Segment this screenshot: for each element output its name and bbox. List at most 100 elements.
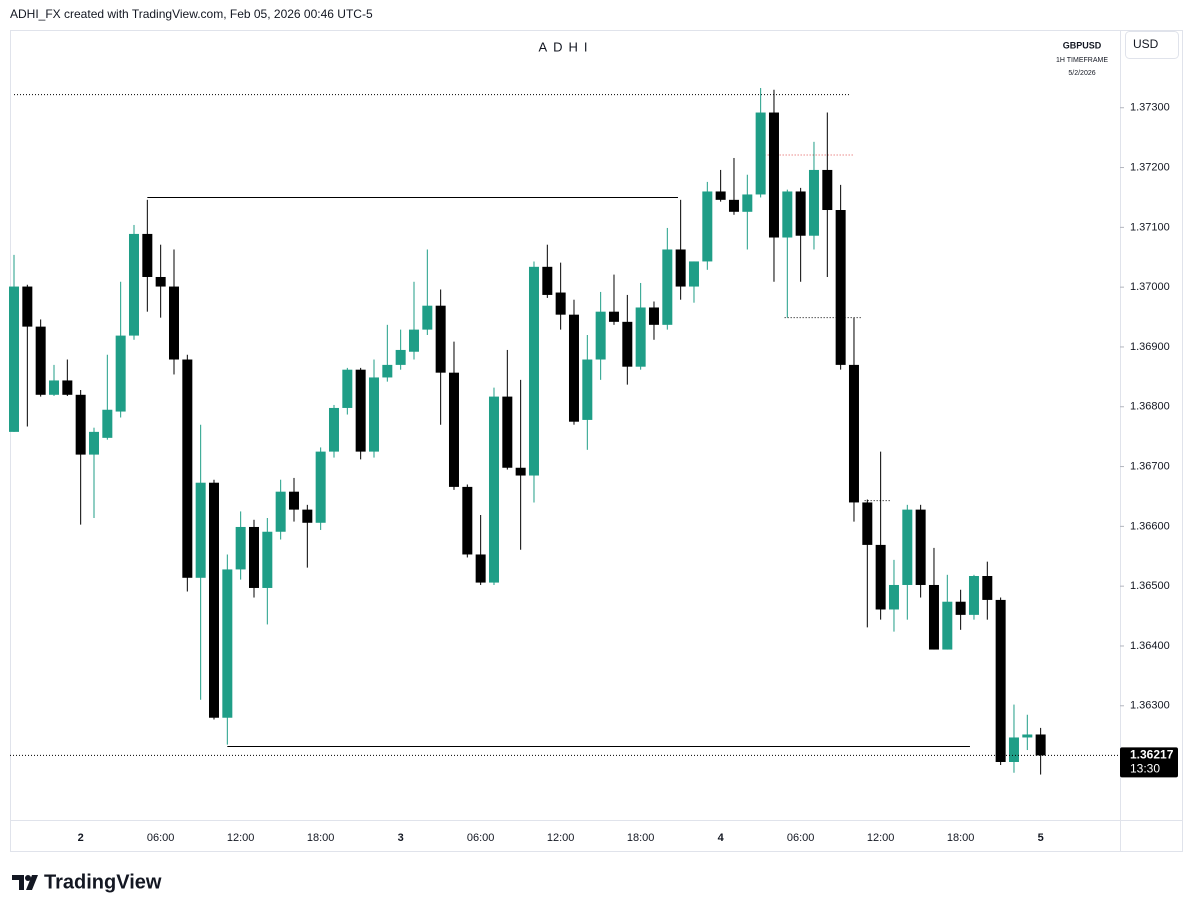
candle-body: [702, 191, 713, 262]
candle-body: [395, 349, 406, 365]
candle-body: [635, 307, 646, 367]
candle-body: [968, 576, 979, 615]
x-tick-label: 2: [78, 832, 84, 844]
date: 5/2/2026: [1068, 70, 1095, 77]
currency[interactable]: USD: [1133, 37, 1159, 51]
candle-body: [462, 486, 473, 555]
symbol: GBPUSD: [1063, 40, 1102, 50]
x-tick-label: 5: [1038, 832, 1044, 844]
candle-body: [542, 266, 553, 295]
candle-body: [902, 509, 913, 585]
candle-body: [502, 396, 513, 468]
x-tick-label: 18:00: [627, 832, 655, 844]
currency-button[interactable]: [1125, 31, 1179, 59]
candle-body: [875, 544, 886, 610]
candle-body: [808, 169, 819, 236]
candle-body: [248, 526, 259, 588]
x-tick-label: 06:00: [787, 832, 815, 844]
candle-body: [408, 329, 419, 352]
countdown: 13:30: [1130, 762, 1160, 776]
candle-body: [1035, 734, 1046, 756]
candle-body: [515, 467, 526, 476]
candle-body: [9, 286, 19, 432]
x-tick-label: 12:00: [547, 832, 575, 844]
candle-body: [422, 305, 433, 330]
x-tick-label: 3: [398, 832, 404, 844]
candle-body: [22, 286, 33, 327]
candle-body: [608, 311, 619, 322]
chart-frame: [10, 30, 1183, 852]
candle-body: [328, 407, 339, 452]
price-label: 1.36217: [1130, 748, 1174, 762]
x-tick-label: 18:00: [947, 832, 975, 844]
candle-body: [582, 359, 593, 420]
candle-body: [155, 276, 166, 287]
candle-body: [368, 377, 379, 452]
candle-body: [62, 380, 73, 395]
candle-body: [288, 491, 299, 510]
y-tick-label: 1.37000: [1130, 281, 1170, 293]
candle-body: [475, 554, 486, 583]
candle-body: [315, 451, 326, 523]
candle-body: [488, 396, 499, 583]
y-tick-label: 1.37200: [1130, 161, 1170, 173]
candle-body: [955, 601, 966, 615]
candle-body: [768, 112, 779, 238]
candle-body: [448, 372, 459, 487]
y-tick-label: 1.37100: [1130, 221, 1170, 233]
candle-body: [795, 191, 806, 236]
plot: [9, 88, 1046, 775]
candle-body: [648, 307, 659, 325]
logo-text: TradingView: [44, 871, 162, 893]
candle-body: [275, 491, 286, 532]
chart-title: ADHI: [538, 39, 593, 54]
candle-body: [75, 394, 86, 455]
price-label-box: [1120, 747, 1178, 778]
candle-body: [222, 569, 233, 718]
candle-body: [302, 509, 313, 523]
candle-body: [35, 326, 46, 395]
candle-body: [888, 584, 899, 610]
candle-body: [142, 233, 153, 277]
candle-body: [848, 364, 859, 503]
candle-body: [355, 369, 366, 452]
y-tick-label: 1.36700: [1130, 460, 1170, 472]
candle-body: [128, 233, 139, 336]
candle-body: [262, 531, 273, 588]
candle-body: [982, 576, 993, 600]
candle-body: [48, 380, 59, 395]
timeframe: 1H TIMEFRAME: [1056, 57, 1108, 64]
x-tick-label: 4: [718, 832, 725, 844]
candle-body: [862, 502, 873, 545]
candle-body: [755, 112, 766, 195]
candle-body: [675, 249, 686, 287]
candle-body: [995, 599, 1006, 762]
logo-dot: [25, 875, 31, 881]
candle-body: [928, 584, 939, 650]
candle-body: [595, 311, 606, 360]
candle-body: [102, 409, 113, 438]
candle-body: [662, 249, 673, 325]
x-tick-label: 12:00: [227, 832, 255, 844]
candle-body: [835, 210, 846, 365]
x-tick-label: 18:00: [307, 832, 335, 844]
candle-body: [782, 191, 793, 238]
y-tick-label: 1.36400: [1130, 640, 1170, 652]
candle-body: [208, 482, 219, 718]
candle-body: [728, 199, 739, 212]
x-tick-label: 06:00: [147, 832, 175, 844]
candle-body: [1008, 737, 1019, 762]
candle-body: [168, 286, 179, 360]
candle-body: [568, 314, 579, 422]
y-tick-label: 1.37300: [1130, 102, 1170, 114]
candle-body: [182, 359, 193, 578]
logo-mark: [12, 875, 38, 890]
candle-body: [822, 169, 833, 211]
candle-body: [195, 482, 206, 578]
candle-body: [555, 292, 566, 315]
candle-body: [942, 601, 953, 650]
candle-body: [742, 194, 753, 212]
